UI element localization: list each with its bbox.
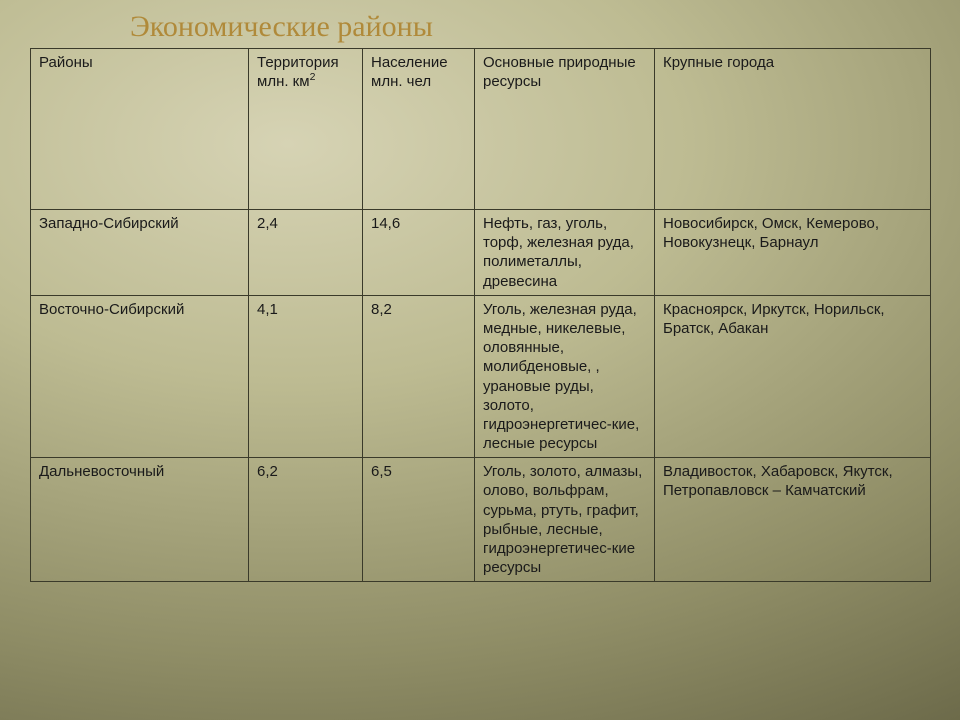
- cell-region: Восточно-Сибирский: [31, 295, 249, 458]
- table-header-row: Районы Территория млн. км2 Население млн…: [31, 49, 931, 210]
- cell-territory: 6,2: [249, 458, 363, 582]
- col-header-territory: Территория млн. км2: [249, 49, 363, 210]
- cell-resources: Нефть, газ, уголь, торф, железная руда, …: [475, 210, 655, 296]
- col-header-cities: Крупные города: [655, 49, 931, 210]
- col-header-region: Районы: [31, 49, 249, 210]
- cell-region: Дальневосточный: [31, 458, 249, 582]
- col-header-territory-text: Территория млн. км: [257, 54, 339, 90]
- superscript-2: 2: [310, 71, 316, 83]
- cell-resources: Уголь, золото, алмазы, олово, вольфрам, …: [475, 458, 655, 582]
- col-header-resources: Основные природные ресурсы: [475, 49, 655, 210]
- cell-population: 8,2: [363, 295, 475, 458]
- cell-resources: Уголь, железная руда, медные, никелевые,…: [475, 295, 655, 458]
- cell-region: Западно-Сибирский: [31, 210, 249, 296]
- col-header-population: Население млн. чел: [363, 49, 475, 210]
- cell-territory: 2,4: [249, 210, 363, 296]
- table-row: Восточно-Сибирский 4,1 8,2 Уголь, железн…: [31, 295, 931, 458]
- table-row: Дальневосточный 6,2 6,5 Уголь, золото, а…: [31, 458, 931, 582]
- cell-population: 6,5: [363, 458, 475, 582]
- slide: Экономические районы Районы Территория м…: [0, 0, 960, 720]
- cell-cities: Красноярск, Иркутск, Норильск, Братск, А…: [655, 295, 931, 458]
- cell-population: 14,6: [363, 210, 475, 296]
- cell-cities: Владивосток, Хабаровск, Якутск, Петропав…: [655, 458, 931, 582]
- cell-territory: 4,1: [249, 295, 363, 458]
- table-row: Западно-Сибирский 2,4 14,6 Нефть, газ, у…: [31, 210, 931, 296]
- economic-regions-table: Районы Территория млн. км2 Население млн…: [30, 48, 931, 582]
- cell-cities: Новосибирск, Омск, Кемерово, Новокузнецк…: [655, 210, 931, 296]
- page-title: Экономические районы: [130, 10, 433, 44]
